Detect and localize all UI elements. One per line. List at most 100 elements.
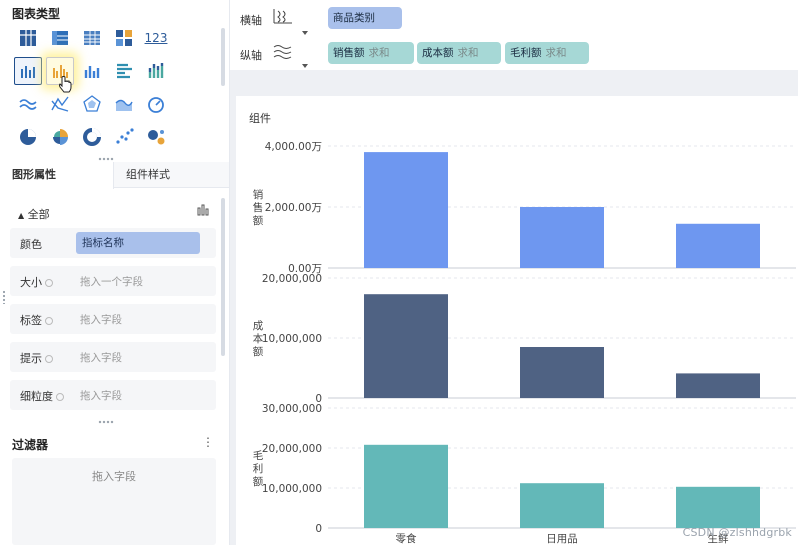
filter-drop-zone[interactable]: 拖入字段	[12, 458, 216, 545]
chart-type-bubble-chart[interactable]	[142, 123, 170, 151]
chart-type-stacked-column[interactable]	[142, 57, 170, 85]
chart-type-rose-chart[interactable]	[46, 123, 74, 151]
pie-chart-icon	[20, 129, 36, 145]
chart-type-scatter-chart[interactable]	[110, 123, 138, 151]
drop-zone-placeholder[interactable]: 拖入字段	[80, 314, 122, 326]
x-field-name: 商品类别	[333, 12, 375, 24]
chart-type-empty-slot	[174, 24, 202, 52]
y-axis-title-char: 销	[253, 188, 264, 201]
chart-type-empty-slot	[174, 57, 202, 85]
chart-type-grouped-table[interactable]	[46, 24, 74, 52]
property-label: 细粒度	[20, 388, 64, 404]
bar-cost	[364, 294, 448, 398]
chart-type-pie-chart[interactable]	[14, 123, 42, 151]
resize-handle-icon[interactable]	[98, 157, 114, 161]
property-row-2[interactable]: 标签 拖入字段	[10, 304, 216, 334]
settings-icon[interactable]	[45, 279, 53, 287]
chart-type-donut-chart[interactable]	[78, 123, 106, 151]
component-title: 组件	[249, 112, 271, 125]
property-group-label: 全部	[27, 208, 50, 221]
drop-zone-placeholder[interactable]: 拖入字段	[80, 390, 122, 402]
chart-canvas: 组件 0.00万 2,000.00万 4,000.00万销售额 0 10,000,000…	[230, 70, 798, 545]
chart-type-column-chart[interactable]	[78, 57, 106, 85]
chart-type-line-chart[interactable]	[14, 90, 42, 118]
property-tabs: 图形属性 组件样式	[0, 162, 229, 189]
line-chart-icon	[19, 99, 37, 110]
x-axis-dropdown-icon[interactable]	[302, 31, 308, 35]
crosstab-icon	[20, 30, 36, 46]
y-axis-icon	[273, 45, 292, 59]
y-axis-dropdown-icon[interactable]	[302, 64, 308, 68]
properties-scrollbar[interactable]	[221, 198, 225, 356]
chart-type-empty-slot	[174, 90, 202, 118]
bubble-chart-icon	[148, 130, 165, 145]
bar-profit	[676, 486, 760, 528]
property-label-text: 颜色	[20, 238, 42, 251]
property-label-text: 大小	[20, 276, 42, 289]
tab-component-style[interactable]: 组件样式	[126, 168, 170, 181]
property-label: 标签	[20, 312, 53, 328]
y-axis-title-char: 额	[253, 214, 264, 227]
property-row-1[interactable]: 大小 拖入一个字段	[10, 266, 216, 296]
bar-chart-icon	[117, 63, 132, 79]
resize-handle-icon[interactable]	[98, 420, 114, 424]
chart-type-crosstab[interactable]	[14, 24, 42, 52]
x-field-pill[interactable]: 商品类别	[328, 7, 402, 29]
chart-type-kpi-card[interactable]	[110, 24, 138, 52]
property-label-text: 提示	[20, 352, 42, 365]
property-label: 颜色	[20, 236, 42, 252]
settings-icon[interactable]	[56, 393, 64, 401]
y-field-name: 毛利额	[510, 47, 542, 59]
property-row-4[interactable]: 细粒度 拖入字段	[10, 380, 216, 410]
multi-series-column-icon	[21, 66, 35, 78]
y-tick-label: 20,000,000	[262, 273, 322, 285]
chart-type-gauge[interactable]	[142, 90, 170, 118]
chart-type-detail-table[interactable]	[78, 24, 106, 52]
kpi-card-icon	[116, 30, 132, 46]
grouped-table-icon	[52, 31, 68, 45]
x-axis-label: 横轴	[240, 14, 262, 27]
number-123-icon: 123	[144, 31, 168, 45]
y-field-name: 销售额	[333, 47, 365, 59]
x-tick-label: 零食	[396, 532, 417, 545]
chart-type-area-chart[interactable]	[110, 90, 138, 118]
chart-type-bar-chart[interactable]	[110, 57, 138, 85]
property-row-3[interactable]: 提示 拖入字段	[10, 342, 216, 372]
filter-placeholder: 拖入字段	[92, 470, 136, 483]
stacked-column-icon	[148, 63, 164, 78]
bar-chart-small-icon[interactable]	[197, 204, 211, 216]
filter-more-icon[interactable]: ⋮	[202, 435, 214, 449]
settings-icon[interactable]	[45, 355, 53, 363]
y-tick-label: 0	[315, 393, 322, 405]
property-row-0[interactable]: 颜色 指标名称	[10, 228, 216, 258]
chart-type-multi-line[interactable]	[46, 90, 74, 118]
tab-graphic-properties[interactable]: 图形属性	[0, 162, 114, 189]
x-axis-icon	[273, 9, 292, 24]
left-config-panel: 图表类型 123 图形属性 组件样式 ▲ 全部 颜色 指标名称大小 拖入一个字段标签…	[0, 0, 230, 545]
y-field-pill-profit[interactable]: 毛利额 求和	[505, 42, 589, 64]
component-panel[interactable]: 组件 0.00万 2,000.00万 4,000.00万销售额 0 10,000,000…	[236, 96, 798, 545]
chart-type-radar-chart[interactable]	[78, 90, 106, 118]
drop-zone-placeholder[interactable]: 拖入一个字段	[80, 276, 143, 288]
scatter-chart-icon	[116, 128, 134, 144]
bar-profit	[364, 444, 448, 528]
color-field-pill[interactable]: 指标名称	[76, 232, 200, 254]
y-field-pill-sales[interactable]: 销售额 求和	[328, 42, 414, 64]
donut-chart-icon	[83, 127, 102, 146]
panel-drag-handle-icon[interactable]	[3, 290, 5, 304]
chart-type-multi-series-column[interactable]	[14, 57, 42, 85]
drop-zone-placeholder[interactable]: 拖入字段	[80, 352, 122, 364]
property-label: 提示	[20, 350, 53, 366]
mouse-cursor	[58, 76, 72, 98]
area-chart-icon	[115, 99, 133, 111]
chart-type-grouped-column[interactable]	[46, 57, 74, 85]
property-label-text: 标签	[20, 314, 42, 327]
chart-types-title: 图表类型	[12, 7, 61, 21]
detail-table-icon	[84, 31, 100, 45]
chart-types-scrollbar[interactable]	[221, 28, 225, 86]
chart-type-number-123[interactable]: 123	[142, 24, 170, 52]
y-field-agg: 求和	[368, 47, 390, 59]
property-group-header[interactable]: ▲ 全部	[18, 206, 50, 222]
settings-icon[interactable]	[45, 317, 53, 325]
y-field-pill-cost[interactable]: 成本额 求和	[417, 42, 501, 64]
